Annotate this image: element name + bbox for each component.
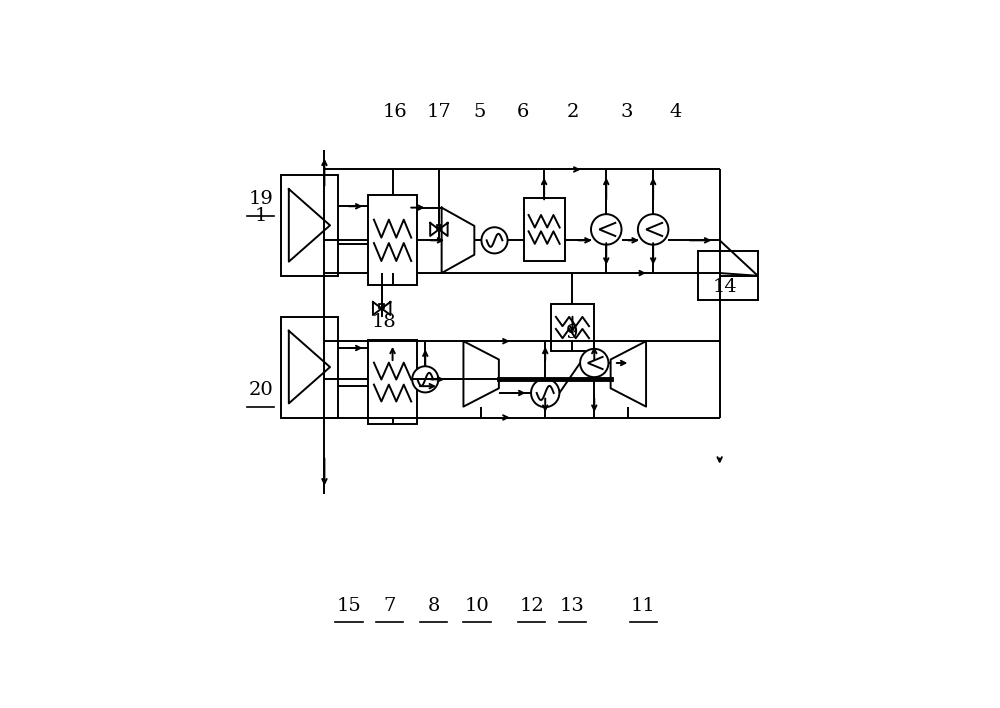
Circle shape [481, 227, 508, 253]
Bar [551, 304, 594, 350]
Text: 7: 7 [384, 597, 396, 615]
Text: 1: 1 [254, 207, 267, 225]
Text: 16: 16 [383, 103, 408, 121]
Text: 11: 11 [631, 597, 656, 615]
Text: 18: 18 [372, 313, 397, 331]
Text: 4: 4 [670, 103, 682, 121]
Text: 8: 8 [427, 597, 440, 615]
Text: 9: 9 [566, 324, 579, 342]
Bar [437, 224, 441, 229]
Bar [698, 251, 758, 300]
Bar [281, 175, 338, 276]
Circle shape [531, 379, 559, 407]
Text: 5: 5 [474, 103, 486, 121]
Text: 10: 10 [465, 597, 489, 615]
Text: 15: 15 [337, 597, 361, 615]
Text: 14: 14 [713, 278, 737, 296]
Text: 20: 20 [248, 381, 273, 399]
Circle shape [638, 214, 668, 245]
Bar [379, 304, 384, 309]
Circle shape [591, 214, 622, 245]
Text: 13: 13 [560, 597, 585, 615]
Bar [281, 316, 338, 418]
Bar [524, 198, 565, 261]
Text: 19: 19 [248, 190, 273, 208]
Text: 12: 12 [519, 597, 544, 615]
Text: 2: 2 [566, 103, 579, 121]
Bar [368, 340, 417, 424]
Bar [368, 195, 417, 285]
Circle shape [580, 349, 608, 377]
Text: 17: 17 [427, 103, 451, 121]
Circle shape [412, 366, 438, 392]
Text: 3: 3 [621, 103, 633, 121]
Text: 6: 6 [517, 103, 530, 121]
